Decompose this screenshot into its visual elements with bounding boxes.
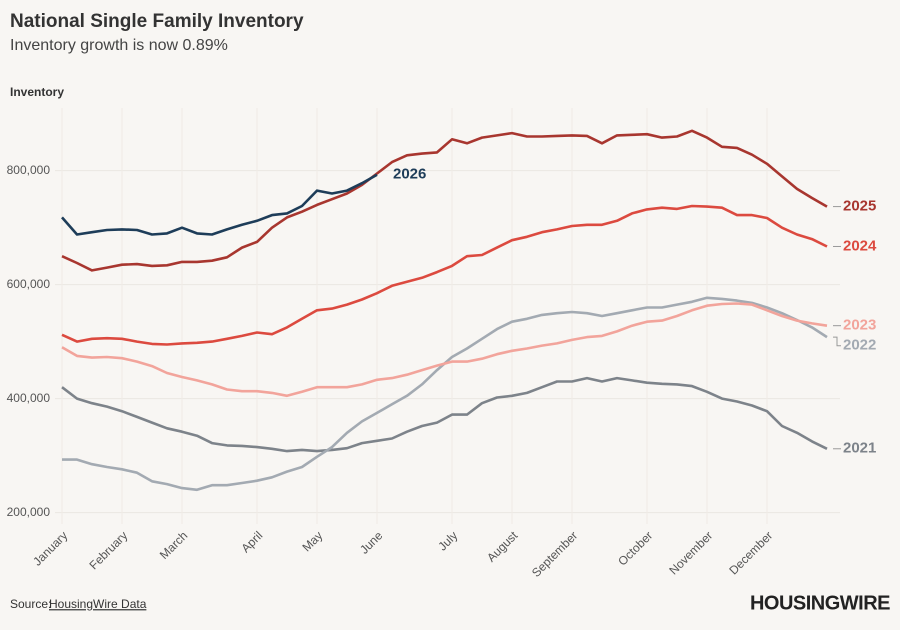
series-label: 2025 [843, 198, 876, 215]
y-axis-label: Inventory [10, 85, 64, 99]
x-tick-label: October [615, 528, 655, 568]
x-tick-label: December [726, 528, 775, 577]
x-tick-label: June [357, 528, 386, 557]
x-tick-label: November [666, 528, 715, 577]
x-tick-label: September [529, 528, 580, 579]
x-tick-label: April [238, 528, 265, 555]
x-tick-label: July [435, 528, 460, 553]
series-label: 2021 [843, 440, 876, 457]
x-tick-label: May [299, 528, 325, 554]
chart-subtitle: Inventory growth is now 0.89% [10, 37, 228, 54]
series-label: 2024 [843, 237, 877, 254]
series-label: 2026 [393, 166, 426, 183]
series-label: 2023 [843, 317, 876, 334]
label-leader [833, 336, 841, 347]
series-label: 2022 [843, 337, 876, 354]
chart-title: National Single Family Inventory [10, 11, 304, 32]
source-label: Source: [10, 597, 51, 611]
series-line [61, 129, 828, 272]
y-tick-label: 200,000 [7, 505, 51, 519]
brand-logo: HOUSINGWIRE [750, 592, 890, 614]
x-tick-label: March [157, 528, 190, 561]
x-tick-label: January [30, 528, 70, 568]
x-tick-label: August [484, 528, 521, 565]
y-tick-label: 400,000 [7, 391, 51, 405]
source-link[interactable]: HousingWire Data [49, 597, 147, 611]
series-line [61, 204, 828, 346]
y-tick-label: 800,000 [7, 163, 51, 177]
series-line [61, 173, 378, 236]
series-line [61, 376, 828, 453]
y-tick-label: 600,000 [7, 277, 51, 291]
x-tick-label: February [87, 528, 131, 572]
series-line [61, 302, 828, 398]
